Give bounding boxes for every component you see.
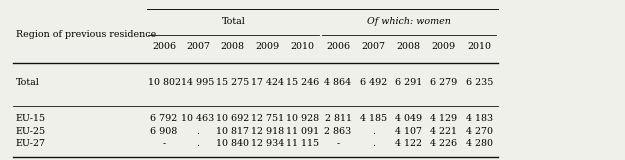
Text: EU-27: EU-27 — [16, 140, 46, 148]
Text: 17 424: 17 424 — [251, 78, 284, 87]
Text: 12 751: 12 751 — [251, 114, 284, 124]
Text: 2006: 2006 — [326, 42, 350, 51]
Text: 4 226: 4 226 — [430, 140, 457, 148]
Text: -: - — [336, 140, 339, 148]
Text: 6 908: 6 908 — [151, 127, 178, 136]
Text: .: . — [196, 127, 199, 136]
Text: -: - — [162, 140, 166, 148]
Text: 4 221: 4 221 — [430, 127, 457, 136]
Text: 6 792: 6 792 — [151, 114, 178, 124]
Text: 4 049: 4 049 — [395, 114, 422, 124]
Text: Region of previous residence: Region of previous residence — [16, 30, 156, 39]
Text: 2008: 2008 — [396, 42, 421, 51]
Text: 4 864: 4 864 — [324, 78, 352, 87]
Text: 6 279: 6 279 — [430, 78, 457, 87]
Text: 2010: 2010 — [291, 42, 314, 51]
Text: 2 863: 2 863 — [324, 127, 352, 136]
Text: 2008: 2008 — [221, 42, 244, 51]
Text: .: . — [196, 140, 199, 148]
Text: 2009: 2009 — [431, 42, 456, 51]
Text: 14 995: 14 995 — [181, 78, 215, 87]
Text: EU-15: EU-15 — [16, 114, 46, 124]
Text: 2007: 2007 — [361, 42, 385, 51]
Text: 6 492: 6 492 — [359, 78, 387, 87]
Text: 10 692: 10 692 — [216, 114, 249, 124]
Text: 4 183: 4 183 — [466, 114, 493, 124]
Text: 10 817: 10 817 — [216, 127, 249, 136]
Text: .: . — [372, 127, 375, 136]
Text: 6 291: 6 291 — [395, 78, 422, 87]
Text: 2006: 2006 — [152, 42, 176, 51]
Text: 10 802: 10 802 — [148, 78, 181, 87]
Text: 4 280: 4 280 — [466, 140, 493, 148]
Text: 2 811: 2 811 — [324, 114, 351, 124]
Text: 4 122: 4 122 — [395, 140, 422, 148]
Text: 15 246: 15 246 — [286, 78, 319, 87]
Text: 6 235: 6 235 — [466, 78, 493, 87]
Text: Of which: women: Of which: women — [367, 17, 451, 26]
Text: 10 928: 10 928 — [286, 114, 319, 124]
Text: 10 463: 10 463 — [181, 114, 214, 124]
Text: 10 840: 10 840 — [216, 140, 249, 148]
Text: EU-25: EU-25 — [16, 127, 46, 136]
Text: 4 129: 4 129 — [430, 114, 457, 124]
Text: 2007: 2007 — [186, 42, 210, 51]
Text: Total: Total — [222, 17, 246, 26]
Text: Total: Total — [16, 78, 39, 87]
Text: 12 934: 12 934 — [251, 140, 284, 148]
Text: 4 107: 4 107 — [395, 127, 422, 136]
Text: 2010: 2010 — [468, 42, 491, 51]
Text: 4 185: 4 185 — [359, 114, 387, 124]
Text: 11 091: 11 091 — [286, 127, 319, 136]
Text: 4 270: 4 270 — [466, 127, 493, 136]
Text: 12 918: 12 918 — [251, 127, 284, 136]
Text: 11 115: 11 115 — [286, 140, 319, 148]
Text: .: . — [372, 140, 375, 148]
Text: 2009: 2009 — [256, 42, 279, 51]
Text: 15 275: 15 275 — [216, 78, 249, 87]
